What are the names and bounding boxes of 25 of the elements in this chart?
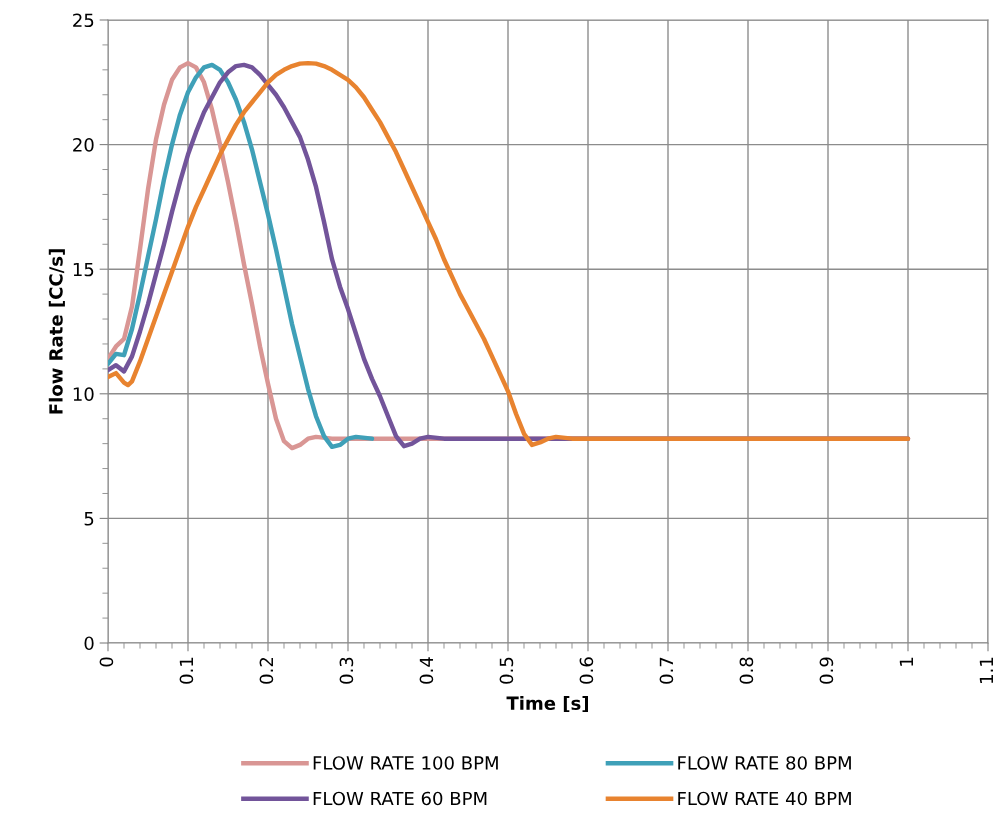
x-tick-label: 0.3: [339, 657, 354, 684]
y-axis-title: Flow Rate [CC/s]: [48, 249, 65, 414]
x-tick-label: 1: [899, 657, 913, 666]
y-tick-label: 20: [73, 138, 94, 152]
y-tick-label: 10: [73, 387, 94, 401]
x-tick-label: 0: [99, 657, 114, 667]
legend-label: FLOW RATE 80 BPM: [678, 756, 851, 770]
x-axis-title: Time [s]: [506, 696, 588, 713]
legend-label: FLOW RATE 60 BPM: [313, 791, 487, 806]
y-tick-label: 5: [84, 512, 94, 526]
y-tick-label: 0: [84, 636, 94, 651]
x-tick-label: 0.4: [419, 657, 434, 684]
y-tick-label: 15: [73, 262, 94, 277]
x-tick-label: 0.6: [579, 657, 594, 684]
x-tick-label: 0.1: [179, 657, 194, 684]
legend-label: FLOW RATE 100 BPM: [313, 756, 498, 770]
line-series: [108, 62, 375, 450]
legend-label: FLOW RATE 40 BPM: [678, 791, 851, 806]
x-tick-label: 1.1: [979, 657, 993, 683]
x-tick-label: 0.7: [659, 657, 674, 684]
y-tick-label: 25: [73, 13, 94, 28]
x-tick-label: 0.9: [819, 657, 834, 684]
x-tick-label: 0.5: [499, 657, 514, 684]
x-tick-label: 0.8: [739, 657, 754, 684]
x-tick-label: 0.2: [259, 658, 274, 684]
